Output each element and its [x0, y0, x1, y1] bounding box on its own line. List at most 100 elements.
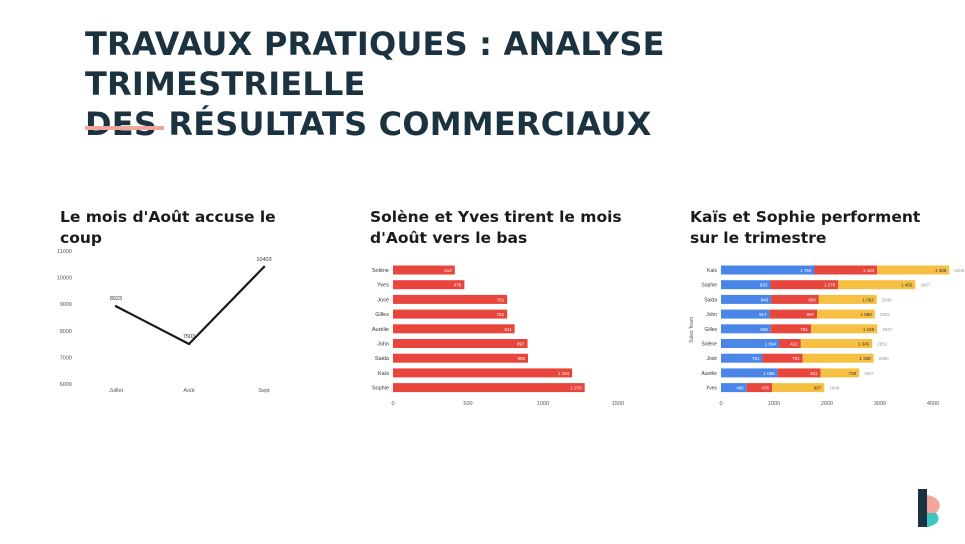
- total-label: 2947: [882, 327, 893, 332]
- x-tick-label: 1000: [537, 401, 549, 407]
- bar-segment: [820, 368, 860, 378]
- bar-segment: [721, 309, 770, 319]
- bar: [393, 324, 515, 334]
- segment-value-label: 1 088: [861, 312, 873, 317]
- y-tick-label: Yves: [377, 283, 389, 289]
- data-label: 7503: [183, 334, 195, 340]
- segment-value-label: 1 278: [824, 283, 836, 288]
- segment-value-label: 946: [761, 297, 769, 302]
- segment-value-label: 1 184: [863, 268, 875, 273]
- slide-title: TRAVAUX PRATIQUES : ANALYSE TRIMESTRIELL…: [85, 24, 945, 144]
- bar-value-label: 476: [454, 283, 462, 288]
- segment-value-label: 987: [814, 386, 822, 391]
- segment-value-label: 1 358: [935, 268, 947, 273]
- segment-value-label: 781: [752, 356, 760, 361]
- bar: [393, 368, 573, 378]
- data-point: [187, 342, 191, 346]
- slide-title-line-2: DES RÉSULTATS COMMERCIAUX: [85, 105, 652, 143]
- y-tick-label: Aurélie: [372, 327, 389, 333]
- total-label: 2902: [880, 312, 891, 317]
- bar-segment: [817, 309, 875, 319]
- y-tick-label: Aurélie: [701, 371, 717, 377]
- bar-segment: [762, 353, 803, 363]
- total-label: 3667: [920, 283, 931, 288]
- segment-value-label: 1 248: [863, 327, 875, 332]
- bar: [393, 383, 585, 393]
- x-tick-label: 1500: [612, 401, 624, 407]
- bar-segment: [721, 383, 747, 393]
- y-tick-label: Sophie: [372, 386, 389, 392]
- title-accent-bar: [85, 126, 164, 130]
- segment-value-label: 900: [808, 297, 816, 302]
- bar-segment: [770, 280, 839, 290]
- y-tick-label: Yves: [706, 386, 717, 392]
- x-tick-label: 1000: [768, 401, 780, 407]
- y-tick-label: 11000: [57, 249, 72, 255]
- bar-value-label: 761: [497, 312, 505, 317]
- bar-value-label: 900: [517, 356, 525, 361]
- bar: [393, 265, 455, 275]
- total-label: 2938: [882, 297, 893, 302]
- x-tick-label: 0: [719, 401, 722, 407]
- segment-value-label: 1 456: [901, 283, 913, 288]
- segment-value-label: 412: [790, 342, 798, 347]
- y-tick-label: 7000: [60, 355, 72, 361]
- bar-segment: [771, 294, 819, 304]
- segment-value-label: 1 338: [859, 356, 871, 361]
- segment-value-label: 938: [760, 327, 768, 332]
- y-tick-label: Gilles: [704, 327, 717, 333]
- chart-3-title: Kaïs et Sophie performent sur le trimest…: [690, 208, 921, 247]
- x-tick-label: 500: [463, 401, 472, 407]
- x-tick-label: 0: [391, 401, 394, 407]
- slide-title-line-1: TRAVAUX PRATIQUES : ANALYSE TRIMESTRIELL…: [85, 25, 665, 103]
- bar: [393, 309, 508, 319]
- bar-segment: [838, 280, 916, 290]
- segment-value-label: 476: [761, 386, 769, 391]
- y-tick-label: Sophie: [701, 283, 717, 289]
- segment-value-label: 917: [759, 312, 767, 317]
- chart-1-title: Le mois d'Août accuse le coup: [60, 208, 276, 247]
- bar-value-label: 1 194: [558, 371, 570, 376]
- bar-segment: [721, 368, 778, 378]
- segment-value-label: 761: [792, 356, 800, 361]
- bar-segment: [778, 339, 801, 348]
- x-tick-label: Juillet: [109, 388, 124, 394]
- segment-value-label: 486: [736, 386, 744, 391]
- bar-segment: [771, 383, 825, 393]
- y-tick-label: 6000: [60, 382, 72, 388]
- segment-value-label: 811: [810, 371, 818, 376]
- data-label: 10403: [256, 257, 271, 263]
- bar: [393, 294, 508, 304]
- total-label: 2880: [879, 356, 890, 361]
- bar-segment: [818, 294, 877, 304]
- segment-value-label: 933: [760, 283, 768, 288]
- segment-value-label: 1 068: [763, 371, 775, 376]
- x-tick-label: 4000: [927, 401, 939, 407]
- bar: [393, 353, 528, 363]
- data-point: [262, 265, 266, 269]
- y-tick-label: 8000: [60, 329, 72, 335]
- bar: [393, 280, 465, 290]
- y-tick-label: Gilles: [375, 312, 389, 318]
- y-tick-label: Kaïs: [707, 268, 718, 274]
- bar-segment: [721, 353, 763, 363]
- y-tick-label: John: [706, 312, 717, 318]
- y-tick-label: Saida: [704, 297, 717, 303]
- bar: [393, 339, 528, 348]
- bar-value-label: 761: [497, 297, 505, 302]
- segment-value-label: 761: [801, 327, 809, 332]
- bar-segment: [811, 324, 878, 334]
- segment-value-label: 1 764: [800, 268, 812, 273]
- bar-value-label: 1 278: [570, 386, 582, 391]
- bar-segment: [769, 309, 818, 319]
- y-tick-label: Solène: [701, 342, 717, 348]
- y-tick-label: John: [377, 342, 389, 348]
- bar-segment: [721, 280, 771, 290]
- segment-value-label: 728: [849, 371, 857, 376]
- bar-segment: [746, 383, 772, 393]
- y-tick-label: Saida: [375, 356, 390, 362]
- segment-value-label: 1 346: [858, 342, 870, 347]
- bar-segment: [800, 339, 873, 348]
